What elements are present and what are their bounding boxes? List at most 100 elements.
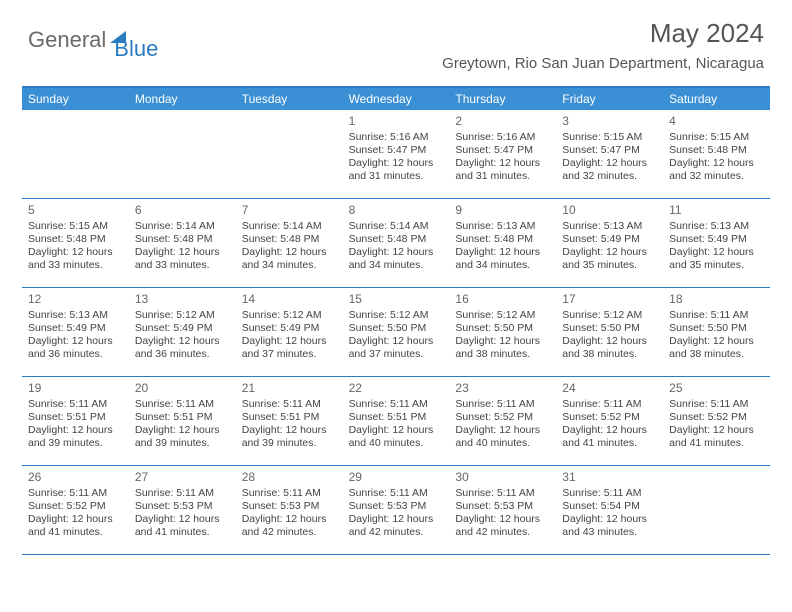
day-detail: Daylight: 12 hours <box>455 246 550 259</box>
day-number: 19 <box>28 381 123 396</box>
day-detail: Daylight: 12 hours <box>562 513 657 526</box>
day-detail: and 33 minutes. <box>28 259 123 272</box>
day-detail: Sunset: 5:53 PM <box>349 500 444 513</box>
day-number: 26 <box>28 470 123 485</box>
calendar-cell: 15Sunrise: 5:12 AMSunset: 5:50 PMDayligh… <box>343 288 450 376</box>
day-detail: Daylight: 12 hours <box>562 246 657 259</box>
day-detail: and 41 minutes. <box>135 526 230 539</box>
day-number: 18 <box>669 292 764 307</box>
day-detail: Sunrise: 5:15 AM <box>562 131 657 144</box>
day-header-sat: Saturday <box>663 88 770 110</box>
day-detail: Sunrise: 5:13 AM <box>669 220 764 233</box>
day-detail: Daylight: 12 hours <box>349 335 444 348</box>
day-detail: Daylight: 12 hours <box>135 335 230 348</box>
calendar-cell: 2Sunrise: 5:16 AMSunset: 5:47 PMDaylight… <box>449 110 556 198</box>
day-detail: and 33 minutes. <box>135 259 230 272</box>
day-detail: Sunset: 5:50 PM <box>455 322 550 335</box>
day-detail: and 41 minutes. <box>562 437 657 450</box>
calendar-cell: 13Sunrise: 5:12 AMSunset: 5:49 PMDayligh… <box>129 288 236 376</box>
day-detail: Sunset: 5:51 PM <box>242 411 337 424</box>
day-detail: Sunrise: 5:11 AM <box>562 487 657 500</box>
location-text: Greytown, Rio San Juan Department, Nicar… <box>442 55 764 72</box>
day-detail: Sunrise: 5:11 AM <box>455 487 550 500</box>
day-header-fri: Friday <box>556 88 663 110</box>
day-detail: Daylight: 12 hours <box>349 424 444 437</box>
day-detail: Sunset: 5:51 PM <box>349 411 444 424</box>
day-detail: Daylight: 12 hours <box>349 246 444 259</box>
day-detail: Daylight: 12 hours <box>455 513 550 526</box>
calendar-cell: 31Sunrise: 5:11 AMSunset: 5:54 PMDayligh… <box>556 466 663 554</box>
day-detail: Sunset: 5:48 PM <box>455 233 550 246</box>
day-detail: Sunrise: 5:12 AM <box>135 309 230 322</box>
day-detail: Daylight: 12 hours <box>135 513 230 526</box>
week-row: 1Sunrise: 5:16 AMSunset: 5:47 PMDaylight… <box>22 110 770 199</box>
day-detail: Daylight: 12 hours <box>135 246 230 259</box>
day-number: 14 <box>242 292 337 307</box>
week-row: 26Sunrise: 5:11 AMSunset: 5:52 PMDayligh… <box>22 466 770 555</box>
day-detail: Daylight: 12 hours <box>349 157 444 170</box>
week-row: 19Sunrise: 5:11 AMSunset: 5:51 PMDayligh… <box>22 377 770 466</box>
day-detail: Sunrise: 5:15 AM <box>669 131 764 144</box>
day-number: 27 <box>135 470 230 485</box>
day-number: 8 <box>349 203 444 218</box>
calendar-cell: 14Sunrise: 5:12 AMSunset: 5:49 PMDayligh… <box>236 288 343 376</box>
calendar-cell: 28Sunrise: 5:11 AMSunset: 5:53 PMDayligh… <box>236 466 343 554</box>
day-number: 21 <box>242 381 337 396</box>
day-number: 11 <box>669 203 764 218</box>
day-detail: Daylight: 12 hours <box>669 335 764 348</box>
day-detail: Sunrise: 5:11 AM <box>135 398 230 411</box>
logo: General Blue <box>28 18 158 62</box>
calendar-cell <box>236 110 343 198</box>
calendar-cell: 8Sunrise: 5:14 AMSunset: 5:48 PMDaylight… <box>343 199 450 287</box>
day-detail: and 41 minutes. <box>28 526 123 539</box>
day-detail: and 36 minutes. <box>135 348 230 361</box>
day-detail: Daylight: 12 hours <box>242 335 337 348</box>
day-detail: and 31 minutes. <box>349 170 444 183</box>
calendar-cell: 25Sunrise: 5:11 AMSunset: 5:52 PMDayligh… <box>663 377 770 465</box>
title-block: May 2024 Greytown, Rio San Juan Departme… <box>442 18 764 72</box>
day-detail: Sunset: 5:49 PM <box>669 233 764 246</box>
day-detail: Sunrise: 5:11 AM <box>242 398 337 411</box>
calendar-cell <box>663 466 770 554</box>
calendar-cell: 17Sunrise: 5:12 AMSunset: 5:50 PMDayligh… <box>556 288 663 376</box>
day-number: 16 <box>455 292 550 307</box>
day-number: 2 <box>455 114 550 129</box>
day-header-mon: Monday <box>129 88 236 110</box>
day-number: 25 <box>669 381 764 396</box>
calendar-cell: 12Sunrise: 5:13 AMSunset: 5:49 PMDayligh… <box>22 288 129 376</box>
day-header-thu: Thursday <box>449 88 556 110</box>
day-detail: Daylight: 12 hours <box>669 157 764 170</box>
day-number: 29 <box>349 470 444 485</box>
week-row: 12Sunrise: 5:13 AMSunset: 5:49 PMDayligh… <box>22 288 770 377</box>
day-detail: Sunrise: 5:15 AM <box>28 220 123 233</box>
day-detail: and 38 minutes. <box>562 348 657 361</box>
day-header-sun: Sunday <box>22 88 129 110</box>
calendar-cell: 6Sunrise: 5:14 AMSunset: 5:48 PMDaylight… <box>129 199 236 287</box>
day-number: 24 <box>562 381 657 396</box>
day-number: 31 <box>562 470 657 485</box>
day-number: 20 <box>135 381 230 396</box>
calendar-cell: 19Sunrise: 5:11 AMSunset: 5:51 PMDayligh… <box>22 377 129 465</box>
day-number: 13 <box>135 292 230 307</box>
day-detail: Sunrise: 5:16 AM <box>455 131 550 144</box>
day-detail: Sunset: 5:52 PM <box>669 411 764 424</box>
week-row: 5Sunrise: 5:15 AMSunset: 5:48 PMDaylight… <box>22 199 770 288</box>
day-header-wed: Wednesday <box>343 88 450 110</box>
day-number: 28 <box>242 470 337 485</box>
day-detail: Sunrise: 5:11 AM <box>455 398 550 411</box>
day-detail: Sunrise: 5:11 AM <box>349 487 444 500</box>
day-detail: and 37 minutes. <box>242 348 337 361</box>
logo-text-general: General <box>28 27 106 53</box>
day-number: 4 <box>669 114 764 129</box>
logo-text-blue: Blue <box>114 18 158 62</box>
day-detail: and 38 minutes. <box>669 348 764 361</box>
day-detail: and 40 minutes. <box>349 437 444 450</box>
day-detail: Sunset: 5:53 PM <box>135 500 230 513</box>
day-number: 17 <box>562 292 657 307</box>
day-detail: Daylight: 12 hours <box>242 246 337 259</box>
day-number: 22 <box>349 381 444 396</box>
day-detail: Daylight: 12 hours <box>562 424 657 437</box>
day-detail: and 40 minutes. <box>455 437 550 450</box>
day-detail: Sunrise: 5:11 AM <box>562 398 657 411</box>
day-detail: and 34 minutes. <box>455 259 550 272</box>
